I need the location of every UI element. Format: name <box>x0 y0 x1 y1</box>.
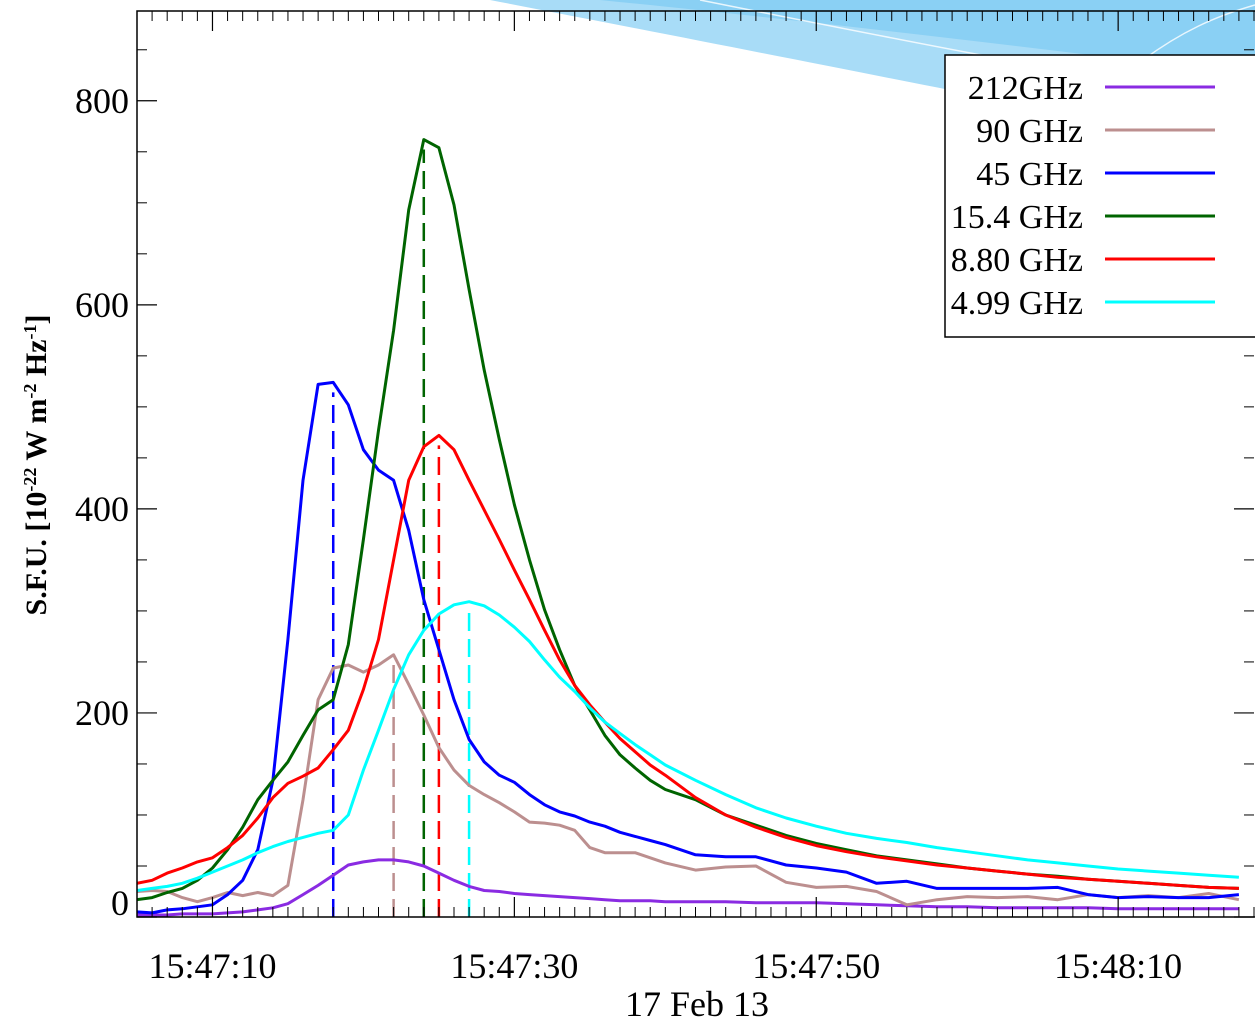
legend-label: 45 GHz <box>976 156 1083 193</box>
x-tick-label: 15:47:30 <box>450 946 578 986</box>
legend-label: 4.99 GHz <box>951 285 1083 322</box>
legend-label: 90 GHz <box>976 113 1083 150</box>
series-line <box>137 433 1239 890</box>
legend-label: 15.4 GHz <box>951 199 1083 236</box>
y-tick-label: 800 <box>75 81 129 121</box>
y-axis-label: S.F.U. [10-22 W m-2 Hz-1] <box>20 315 53 616</box>
y-tick-label: 200 <box>75 693 129 733</box>
x-tick-label: 15:47:10 <box>148 946 276 986</box>
y-label-part: -2 <box>20 384 40 399</box>
y-tick-label: 600 <box>75 285 129 325</box>
legend-box <box>944 54 1255 338</box>
y-label-part: W m <box>20 399 53 468</box>
y-label-part: ] <box>20 315 53 325</box>
swoosh-band <box>600 0 1255 75</box>
axes-frame <box>136 10 1255 918</box>
series-line <box>137 380 1240 915</box>
legend-label: 212GHz <box>968 70 1083 107</box>
x-tick-label: 15:48:10 <box>1054 946 1182 986</box>
y-tick-label: 400 <box>75 489 129 529</box>
y-label-part: -22 <box>20 468 40 492</box>
series-line <box>137 653 1240 907</box>
y-label-part: -1 <box>20 325 40 340</box>
x-axis-label: 17 Feb 13 <box>625 984 769 1024</box>
legend: 212GHz 90 GHz 45 GHz 15.4 GHz 8.80 GHz 4.99 G… <box>944 54 1255 338</box>
legend-label: 8.80 GHz <box>951 242 1083 279</box>
y-label-part: Hz <box>20 340 53 384</box>
y-label-part: S.F.U. [10 <box>20 492 53 616</box>
y-tick-label: 0 <box>111 883 129 923</box>
series-line <box>137 600 1239 892</box>
x-tick-label: 15:47:50 <box>752 946 880 986</box>
